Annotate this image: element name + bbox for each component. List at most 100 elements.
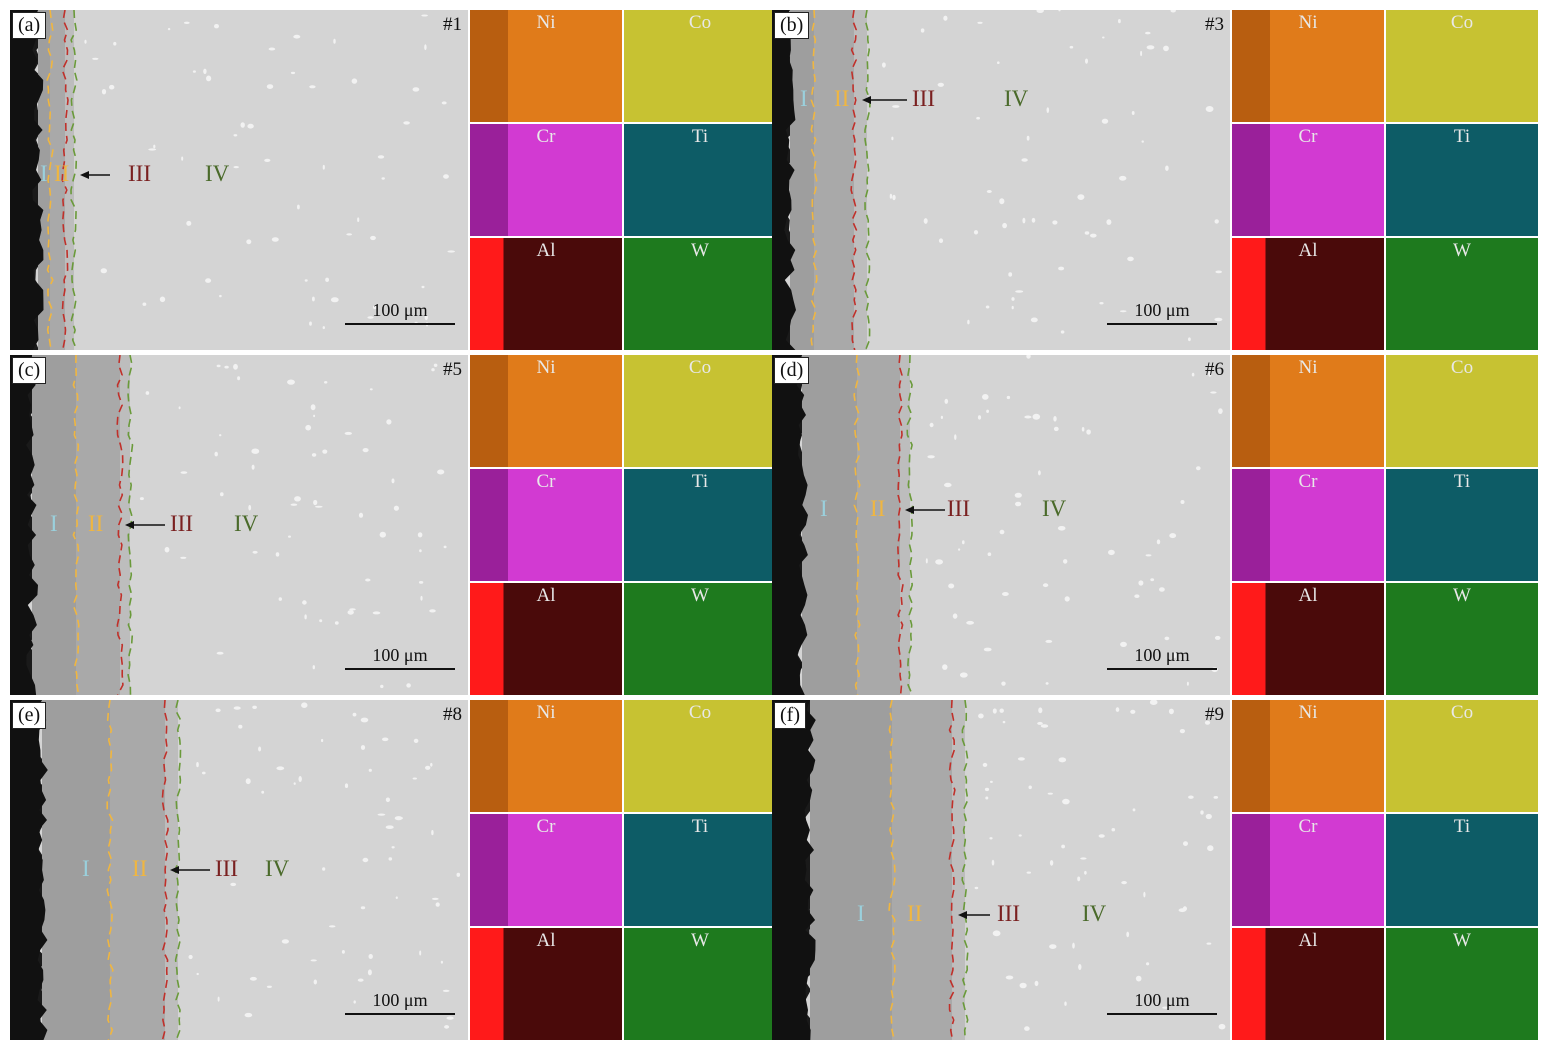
zone-label-IV: IV	[265, 856, 290, 881]
precipitate	[368, 954, 373, 959]
boundary-i-ii	[888, 700, 896, 1040]
precipitate	[233, 363, 238, 370]
precipitate	[973, 230, 979, 235]
interdiffusion-layer	[857, 355, 900, 695]
boundary-ii-iii	[948, 700, 956, 1040]
precipitate	[982, 394, 989, 400]
precipitate	[372, 305, 377, 310]
precipitate	[380, 684, 384, 689]
precipitate	[1111, 828, 1116, 832]
precipitate	[313, 499, 318, 506]
zone-label-III: III	[170, 511, 193, 536]
precipitate	[367, 969, 372, 976]
precipitate	[999, 529, 1005, 535]
sem-image: I II III IV (c) #5 100 μm	[10, 355, 468, 695]
precipitate	[321, 738, 324, 743]
zone-label-III: III	[215, 856, 238, 881]
zone-label-I: I	[800, 86, 808, 111]
precipitate	[1058, 10, 1061, 12]
precipitate	[216, 364, 221, 368]
precipitate	[1046, 107, 1050, 113]
scale-bar-label: 100 μm	[372, 990, 428, 1010]
precipitate	[1064, 596, 1070, 602]
precipitate	[403, 121, 410, 125]
precipitate	[237, 376, 241, 381]
precipitate	[419, 950, 422, 956]
eds-map-cr: Cr	[470, 469, 622, 581]
eds-map-al: Al	[1232, 583, 1384, 695]
precipitate	[985, 305, 990, 309]
panel-label: (c)	[12, 357, 47, 384]
element-label: Co	[688, 357, 712, 378]
precipitate	[1057, 526, 1066, 531]
precipitate	[324, 381, 328, 384]
precipitate	[982, 762, 988, 767]
scale-bar-line	[1107, 323, 1217, 325]
precipitate	[251, 464, 255, 470]
precipitate	[322, 164, 325, 170]
precipitate	[944, 482, 952, 488]
precipitate	[1014, 492, 1022, 498]
precipitate	[330, 297, 339, 303]
scale-bar: 100 μm	[345, 645, 455, 670]
precipitate	[377, 155, 385, 159]
precipitate	[101, 89, 107, 95]
interdiffusion-layer	[110, 700, 165, 1040]
precipitate	[206, 75, 212, 82]
precipitate	[999, 708, 1004, 713]
precipitate	[1186, 681, 1189, 686]
eds-maps: Ni Co Cr Ti Al W	[1232, 700, 1538, 1040]
precipitate	[935, 559, 943, 565]
precipitate	[1045, 682, 1049, 685]
precipitate	[252, 705, 257, 709]
eds-map-ni: Ni	[1232, 10, 1384, 122]
precipitate	[1001, 681, 1006, 686]
precipitate	[440, 960, 443, 964]
precipitate	[322, 449, 328, 454]
precipitate	[1169, 533, 1177, 539]
precipitate	[1049, 860, 1054, 866]
precipitate	[353, 1000, 356, 1004]
precipitate	[217, 996, 220, 1002]
precipitate	[287, 379, 295, 385]
eds-map-w: W	[624, 238, 776, 350]
scale-bar-line	[1107, 668, 1217, 670]
precipitate	[246, 239, 252, 245]
precipitate	[344, 783, 349, 788]
eds-map-ti: Ti	[624, 124, 776, 236]
precipitate	[1218, 1023, 1226, 1030]
precipitate	[367, 316, 374, 319]
scale-bar: 100 μm	[1107, 300, 1217, 325]
sem-micrograph	[772, 10, 1223, 350]
sem-image: I II III IV (e) #8 100 μm	[10, 700, 468, 1040]
element-label: Cr	[536, 816, 556, 837]
precipitate	[92, 57, 99, 60]
element-label: Co	[1450, 12, 1474, 33]
precipitate	[325, 277, 329, 282]
precipitate	[1119, 310, 1127, 313]
precipitate	[1145, 31, 1151, 35]
precipitate	[1149, 700, 1158, 705]
eds-map-ni: Ni	[470, 355, 622, 467]
precipitate	[1170, 10, 1176, 13]
precipitate	[1034, 980, 1039, 987]
resin-dark	[772, 10, 796, 350]
panel-label: (e)	[12, 702, 47, 729]
precipitate	[992, 930, 1001, 937]
zone-label-I: I	[82, 856, 90, 881]
precipitate	[368, 768, 372, 772]
element-label: Ti	[691, 471, 709, 492]
zone-iii-layer	[900, 355, 910, 695]
precipitate	[398, 817, 403, 820]
precipitate	[1085, 58, 1088, 64]
precipitate	[1138, 580, 1144, 586]
eds-map-cr: Cr	[470, 814, 622, 926]
precipitate	[1204, 720, 1211, 725]
precipitate	[186, 220, 192, 226]
precipitate	[977, 21, 983, 24]
precipitate	[313, 979, 317, 985]
panel-d: I II III IV (d) #6 100 μm Ni Co Cr Ti Al W	[772, 355, 1538, 695]
precipitate	[230, 882, 237, 887]
precipitate	[214, 451, 218, 457]
precipitate	[431, 368, 435, 372]
